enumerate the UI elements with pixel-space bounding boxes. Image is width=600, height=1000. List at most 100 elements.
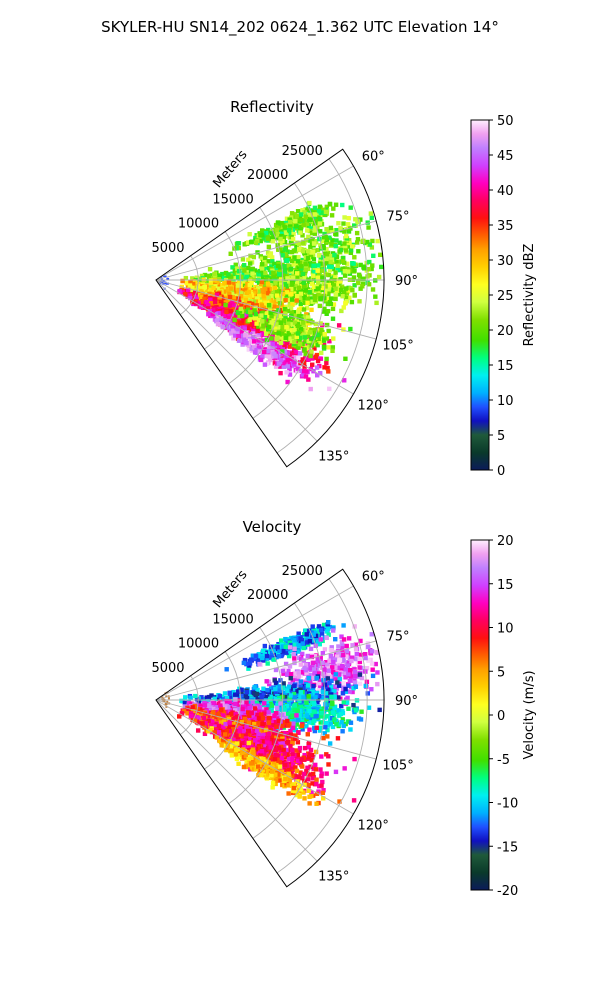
- echo-cell: [270, 259, 275, 264]
- echo-cell: [295, 323, 301, 328]
- echo-cell: [298, 644, 303, 649]
- echo-cell: [375, 681, 380, 687]
- echo-cell: [212, 278, 218, 283]
- echo-cell: [298, 291, 304, 297]
- echo-cell: [272, 324, 278, 330]
- echo-cell: [366, 658, 371, 663]
- echo-cell: [349, 655, 355, 660]
- echo-cell: [258, 254, 263, 259]
- echo-cell: [198, 304, 204, 310]
- echo-cell: [262, 314, 268, 320]
- echo-cell: [318, 371, 323, 376]
- echo-cell: [209, 273, 215, 278]
- echo-cell: [336, 323, 342, 328]
- echo-cell: [292, 656, 297, 661]
- echo-cell: [320, 660, 325, 666]
- echo-cell: [295, 649, 300, 654]
- echo-cell: [316, 336, 321, 342]
- echo-cell: [308, 353, 313, 359]
- echo-cell: [207, 266, 213, 272]
- echo-cell: [315, 280, 321, 285]
- echo-cell: [241, 299, 246, 305]
- echo-cell: [251, 335, 256, 340]
- echo-cell: [244, 661, 249, 667]
- echo-cell: [245, 307, 251, 312]
- echo-cell: [206, 311, 211, 317]
- echo-cell: [267, 286, 272, 292]
- echo-cell: [315, 626, 321, 632]
- echo-cell: [270, 239, 276, 244]
- echo-cell: [275, 236, 280, 241]
- echo-cell: [336, 672, 342, 677]
- echo-cell: [288, 305, 294, 311]
- echo-cell: [327, 658, 332, 663]
- echo-cell: [300, 320, 306, 325]
- echo-cell: [259, 256, 265, 261]
- echo-cell: [242, 326, 247, 331]
- echo-cell: [351, 275, 357, 280]
- echo-cell: [295, 640, 301, 645]
- azimuth-spoke: [155, 165, 354, 281]
- echo-cell: [199, 294, 204, 300]
- echo-cell: [318, 637, 324, 642]
- echo-cell: [292, 359, 297, 365]
- echo-cell: [190, 281, 196, 287]
- echo-cell: [269, 255, 275, 260]
- echo-cell: [311, 241, 317, 246]
- echo-cell: [262, 349, 267, 355]
- echo-cell: [316, 681, 322, 686]
- echo-cell: [320, 238, 325, 244]
- echo-cell: [211, 307, 216, 313]
- echo-cell: [322, 647, 328, 652]
- echo-cell: [333, 275, 338, 280]
- echo-cell: [324, 237, 330, 243]
- echo-cell: [266, 291, 271, 296]
- echo-cell: [226, 288, 231, 293]
- echo-cell: [282, 268, 288, 273]
- echo-cell: [306, 251, 311, 257]
- echo-cell: [290, 282, 295, 287]
- echo-cell: [243, 333, 248, 338]
- echo-cell: [362, 266, 367, 271]
- echo-cell: [226, 325, 232, 331]
- echo-cell: [262, 319, 267, 324]
- echo-cell: [208, 297, 213, 302]
- azimuth-spoke: [155, 279, 354, 395]
- echo-cell: [196, 300, 201, 306]
- echo-cell: [220, 299, 226, 304]
- echo-cell: [345, 222, 351, 227]
- echo-cell: [368, 211, 374, 216]
- echo-cell: [271, 648, 277, 653]
- echo-cell: [228, 331, 234, 336]
- echo-cell: [265, 236, 270, 242]
- echo-cell: [325, 252, 330, 258]
- echo-cell: [294, 298, 299, 303]
- echo-cell: [311, 208, 316, 213]
- echo-cell: [305, 228, 310, 233]
- echo-cell: [258, 328, 263, 334]
- echo-cell: [288, 319, 294, 325]
- echo-cell: [263, 265, 268, 270]
- echo-cell: [295, 331, 301, 336]
- echo-cell: [325, 256, 330, 261]
- echo-cell: [252, 293, 258, 298]
- echo-cell: [328, 259, 333, 265]
- echo-cell: [373, 661, 378, 667]
- echo-cell: [260, 319, 265, 324]
- echo-cell: [311, 627, 317, 633]
- range-ring: [228, 207, 284, 385]
- echo-cell: [347, 689, 352, 694]
- colorbar-tick-label: 40: [497, 184, 514, 199]
- echo-cell: [292, 671, 297, 676]
- echo-cell: [293, 350, 298, 355]
- echo-cell: [358, 652, 364, 658]
- echo-cell: [318, 655, 323, 661]
- echo-cell: [276, 308, 281, 313]
- echo-cell: [284, 290, 290, 295]
- echo-cell: [244, 330, 249, 335]
- echo-cell: [346, 660, 352, 665]
- echo-cell: [337, 240, 342, 245]
- echo-cell: [272, 288, 277, 294]
- echo-cell: [248, 309, 253, 315]
